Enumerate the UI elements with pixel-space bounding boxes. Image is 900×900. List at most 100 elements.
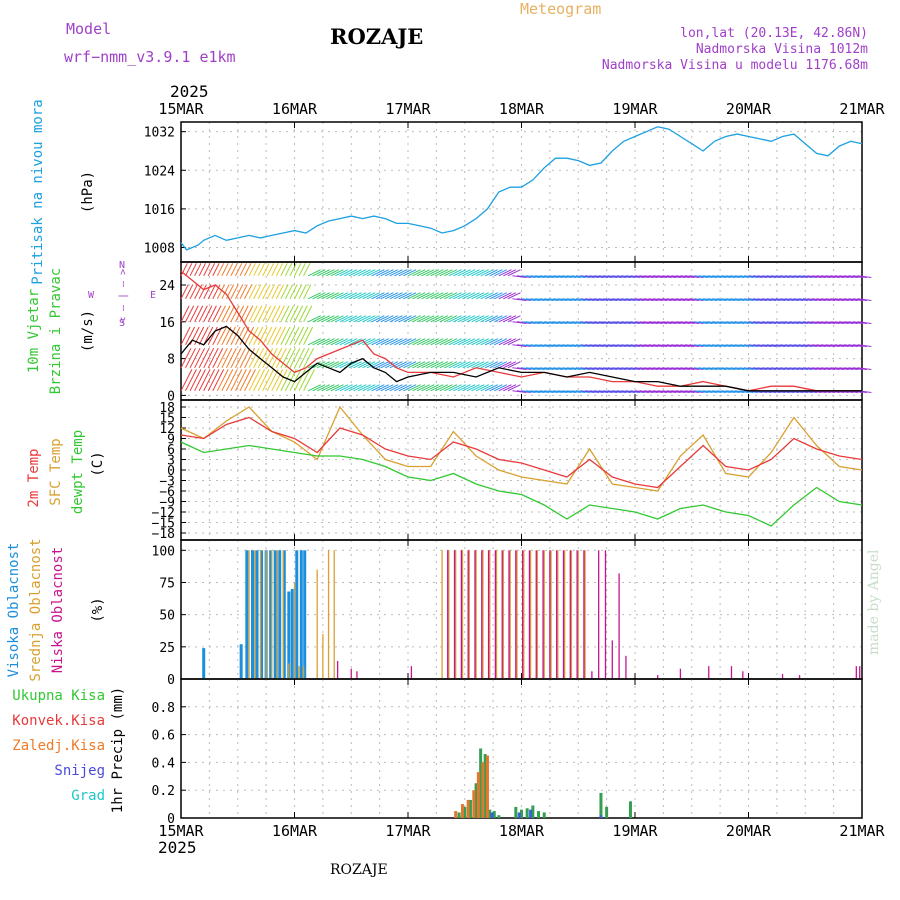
wind-arrow (830, 298, 845, 301)
wind-arrow (462, 292, 476, 300)
wind-arrow (712, 298, 727, 301)
wind-arrow (366, 269, 380, 277)
wind-arrow (644, 275, 659, 278)
wind-arrow (589, 321, 604, 324)
wind-arrow (680, 367, 695, 370)
wind-arrow (544, 367, 559, 370)
wind-arrow (448, 292, 462, 300)
wind-arrow (216, 263, 225, 277)
wind-arrow (466, 269, 480, 277)
wind-arrow (680, 298, 695, 301)
x-tick-label-bottom: 21MAR (839, 822, 885, 840)
wind-arrow (539, 298, 554, 301)
wind-arrow (503, 384, 517, 392)
y-tick-label: 50 (159, 609, 175, 624)
wind-arrow (562, 390, 577, 393)
wind-arrow (698, 344, 713, 347)
wind-arrow (675, 344, 690, 347)
wind-arrow (416, 384, 430, 392)
wind-arrow (666, 298, 681, 301)
precip-unit-label: 1hr Precip (mm) (110, 687, 126, 813)
wind-arrow (603, 367, 618, 370)
wind-arrow (344, 269, 358, 277)
high-cloud-bar (287, 591, 291, 679)
y-tick-label: −18 (152, 527, 175, 542)
wind-arrow (480, 361, 494, 369)
wind-arrow (212, 369, 225, 392)
wind-arrow (303, 263, 311, 277)
wind-arrow (671, 344, 686, 347)
wind-arrow (607, 275, 622, 278)
wind-arrow (634, 367, 649, 370)
wind-arrow (185, 284, 194, 300)
wind-arrow (303, 284, 312, 300)
wind-arrow (475, 384, 489, 392)
wind-arrow (807, 321, 822, 324)
wind-arrow (439, 269, 453, 277)
wind-arrow (266, 347, 278, 369)
wind-arrow (721, 367, 736, 370)
model-name: wrf−nmm_v3.9.1 e1km (64, 48, 236, 66)
wind-arrow (380, 384, 394, 392)
wind-arrow (757, 367, 772, 370)
dewpt-ylabel: dewpt Temp (70, 430, 86, 514)
wind-arrow (575, 344, 590, 347)
wind-arrow (507, 292, 521, 300)
wind-arrow (366, 292, 380, 300)
wind-arrow (653, 321, 668, 324)
wind-arrow (494, 269, 508, 277)
high-cloud-bar (255, 550, 259, 679)
wind-arrow (716, 275, 731, 278)
wind-arrow (480, 384, 494, 392)
wind-arrow (294, 284, 303, 300)
wind-arrow (530, 275, 545, 278)
wind-arrow (657, 321, 672, 324)
wind-arrow (321, 269, 335, 277)
wind-arrow (239, 347, 251, 369)
wind-arrow (762, 344, 777, 347)
wind-arrow (621, 321, 636, 324)
wind-arrow (335, 315, 349, 323)
wind-arrow (730, 298, 745, 301)
wind-arrow (616, 344, 631, 347)
wind-arrow (339, 292, 353, 300)
wind-arrow (689, 321, 704, 324)
x-tick-label-bottom: 17MAR (385, 822, 431, 840)
wind-arrow (562, 344, 577, 347)
precip-bar (529, 809, 533, 818)
x-tick-label-top: 17MAR (385, 100, 431, 118)
precip-bar (457, 812, 461, 818)
wind-arrow (425, 315, 439, 323)
wind-arrow (216, 326, 227, 346)
wind-arrow (403, 384, 417, 392)
wind-arrow (793, 344, 808, 347)
wind-arrow (848, 344, 863, 347)
wind-arrow (253, 305, 263, 323)
wind-arrow (484, 315, 499, 323)
wind-arrow (303, 347, 315, 369)
precip-bar (485, 755, 489, 818)
wind-arrow (244, 284, 253, 300)
precip-legend-item: Snijeg (54, 763, 105, 779)
y-tick-label: 9 (167, 433, 175, 448)
wind-arrow (453, 338, 467, 346)
precip-bar (542, 812, 546, 818)
wind-arrow (757, 321, 772, 324)
wind-arrow (412, 269, 426, 277)
wind-arrow (639, 344, 654, 347)
wind-arrow (825, 367, 840, 370)
wind-arrow (662, 298, 677, 301)
wind-arrow (235, 347, 246, 369)
wind-arrow (684, 321, 699, 324)
wind-arrow (802, 275, 817, 278)
wind-arrow (566, 390, 581, 393)
wind-arrow (812, 367, 827, 370)
wind-arrow (253, 284, 262, 300)
model-altitude-label: Nadmorska Visina u modelu 1176.68m (601, 58, 868, 73)
wind-arrow (698, 298, 713, 301)
wind-arrow (244, 326, 255, 346)
wind-arrow (421, 292, 435, 300)
wind-arrow (544, 321, 559, 324)
wind-arrow (589, 390, 604, 393)
wind-arrow (730, 390, 745, 393)
